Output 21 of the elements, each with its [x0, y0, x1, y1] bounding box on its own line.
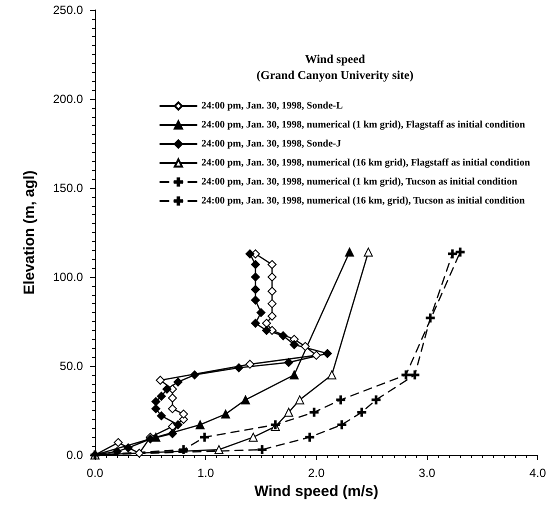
y-axis-title: Elevation (m, agl) [21, 170, 38, 295]
y-tick-label: 100.0 [52, 270, 84, 284]
legend-label: 24:00 pm, Jan. 30, 1998, numerical (1 km grid), Flagstaff as initial condition [201, 120, 526, 130]
legend-label: 24:00 pm, Jan. 30, 1998, numerical (16 km, grid), Tucson as initial condition [201, 196, 526, 206]
text: Wind speed [304, 52, 366, 66]
y-tick-label: 0.0 [66, 448, 84, 462]
legend-label: 24:00 pm, Jan. 30, 1998, Sonde-J [201, 138, 342, 150]
y-tick-label: 150.0 [52, 181, 84, 195]
x-axis-title: Wind speed (m/s) [254, 482, 378, 500]
y-tick-label: 200.0 [52, 92, 84, 106]
text: (Grand Canyon Univerity site) [256, 68, 414, 82]
x-tick-label: 1.0 [197, 466, 214, 480]
x-tick-label: 0.0 [86, 466, 104, 480]
x-tick-label: 3.0 [418, 466, 436, 480]
y-tick-label: 250.0 [52, 3, 84, 17]
legend-label: 24:00 pm, Jan. 30, 1998, Sonde-L [201, 100, 344, 112]
legend-label: 24:00 pm, Jan. 30, 1998, numerical (1 km grid), Tucson as initial condition [201, 176, 518, 188]
x-tick-label: 2.0 [308, 466, 325, 480]
legend-label: 24:00 pm, Jan. 30, 1998, numerical (16 km grid), Flagstaff as initial condition [201, 158, 530, 168]
x-tick-label: 4.0 [529, 466, 546, 480]
y-tick-label: 50.0 [60, 359, 84, 373]
